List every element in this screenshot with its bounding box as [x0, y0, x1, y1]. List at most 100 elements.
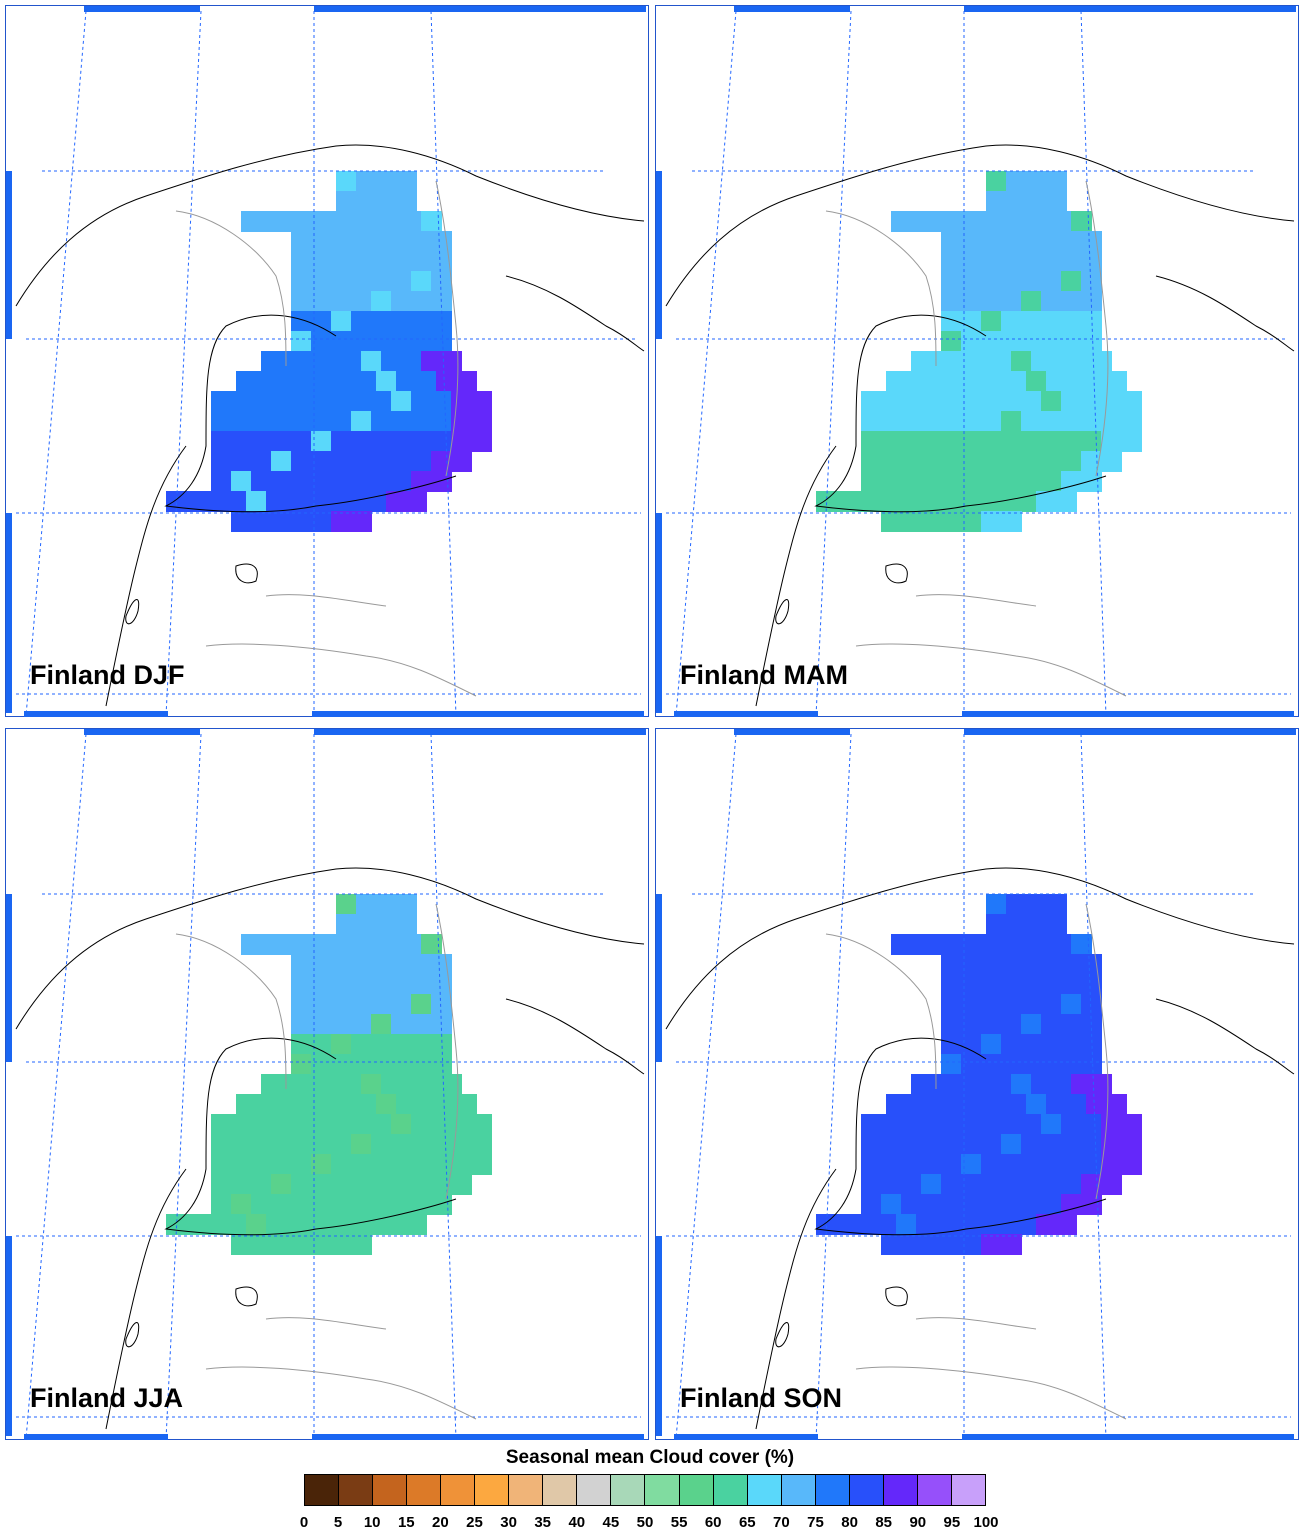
grid-cell: [336, 914, 357, 935]
grid-cell: [231, 1134, 252, 1155]
grid-cell: [391, 311, 412, 332]
grid-cell: [1081, 1154, 1102, 1175]
grid-cell: [1041, 311, 1062, 332]
map-djf: [6, 6, 646, 717]
grid-cell: [186, 491, 207, 512]
grid-cell: [901, 1194, 922, 1215]
grid-cell: [371, 1034, 392, 1055]
colorbar-swatch: [747, 1475, 782, 1505]
country-borders: [825, 180, 1127, 697]
grid-cell: [341, 1074, 362, 1095]
grid-cell: [351, 411, 372, 432]
grid-cell: [411, 271, 432, 292]
grid-cell: [1046, 371, 1067, 392]
grid-cell: [1001, 431, 1022, 452]
grid-cell: [986, 914, 1007, 935]
grid-cell: [371, 1174, 392, 1195]
grid-cell: [211, 451, 232, 472]
grid-cell: [961, 231, 982, 252]
grid-cell: [451, 1154, 472, 1175]
grid-cell: [411, 1114, 432, 1135]
cloud-cover-grid: [166, 171, 492, 532]
grid-cell: [1081, 954, 1102, 975]
grid-cell: [326, 491, 347, 512]
grid-cell: [981, 1174, 1002, 1195]
grid-cell: [286, 1214, 307, 1235]
grid-cell: [311, 311, 332, 332]
grid-cell: [431, 231, 452, 252]
grid-cell: [1026, 894, 1047, 915]
grid-cell: [906, 371, 927, 392]
grid-cell: [211, 1174, 232, 1195]
grid-cell: [211, 1154, 232, 1175]
grid-cell: [1101, 411, 1122, 432]
grid-cell: [276, 1094, 297, 1115]
grid-cell: [1001, 231, 1022, 252]
grid-cell: [981, 1014, 1002, 1035]
graticule: [16, 733, 641, 1440]
grid-cell: [861, 1194, 882, 1215]
grid-cell: [981, 411, 1002, 432]
coastline: [15, 867, 645, 1430]
panel-jja: Finland JJA: [5, 728, 649, 1440]
grid-cell: [1061, 231, 1082, 252]
coastline: [665, 867, 1295, 1430]
panel-title-mam: Finland MAM: [680, 660, 848, 690]
grid-cell: [1001, 331, 1022, 352]
grid-cell: [961, 1114, 982, 1135]
grid-cell: [341, 934, 362, 955]
grid-cell: [901, 1234, 922, 1255]
grid-cell: [351, 1154, 372, 1175]
grid-cell: [921, 1234, 942, 1255]
grid-cell: [981, 1154, 1002, 1175]
grid-cell: [1036, 1214, 1057, 1235]
grid-cell: [961, 1034, 982, 1055]
grid-cell: [996, 1214, 1017, 1235]
colorbar-tick-label: 70: [773, 1514, 790, 1531]
grid-cell: [356, 191, 377, 212]
grid-cell: [1061, 311, 1082, 332]
grid-cell: [371, 1134, 392, 1155]
grid-cell: [941, 1134, 962, 1155]
grid-cell: [961, 271, 982, 292]
grid-cell: [1006, 894, 1027, 915]
grid-cell: [1006, 371, 1027, 392]
grid-cell: [971, 351, 992, 372]
grid-cell: [941, 411, 962, 432]
grid-cell: [961, 251, 982, 272]
grid-cell: [391, 1054, 412, 1075]
grid-cell: [311, 1154, 332, 1175]
grid-cell: [371, 411, 392, 432]
colorbar-tick-label: 5: [333, 1514, 343, 1531]
grid-cell: [241, 211, 262, 232]
grid-cell: [421, 211, 442, 232]
grid-cell: [1041, 471, 1062, 492]
grid-cell: [271, 431, 292, 452]
colorbar-tick-label: 80: [841, 1514, 858, 1531]
grid-cell: [351, 954, 372, 975]
grid-cell: [916, 491, 937, 512]
grid-cell: [941, 1154, 962, 1175]
grid-cell: [1061, 1034, 1082, 1055]
grid-cell: [301, 211, 322, 232]
grid-cell: [941, 1194, 962, 1215]
grid-cell: [391, 1014, 412, 1035]
grid-cell: [981, 331, 1002, 352]
grid-cell: [961, 974, 982, 995]
grid-cell: [911, 351, 932, 372]
panel-title-jja: Finland JJA: [30, 1383, 184, 1413]
grid-cell: [1046, 1094, 1067, 1115]
colorbar: [304, 1474, 986, 1506]
grid-cell: [1021, 1014, 1042, 1035]
grid-cell: [946, 1094, 967, 1115]
grid-cell: [961, 291, 982, 312]
grid-cell: [231, 451, 252, 472]
grid-cell: [391, 1194, 412, 1215]
grid-cell: [921, 391, 942, 412]
grid-cell: [941, 994, 962, 1015]
grid-cell: [226, 1214, 247, 1235]
grid-cell: [331, 331, 352, 352]
grid-cell: [376, 914, 397, 935]
grid-cell: [901, 391, 922, 412]
grid-cell: [1081, 411, 1102, 432]
